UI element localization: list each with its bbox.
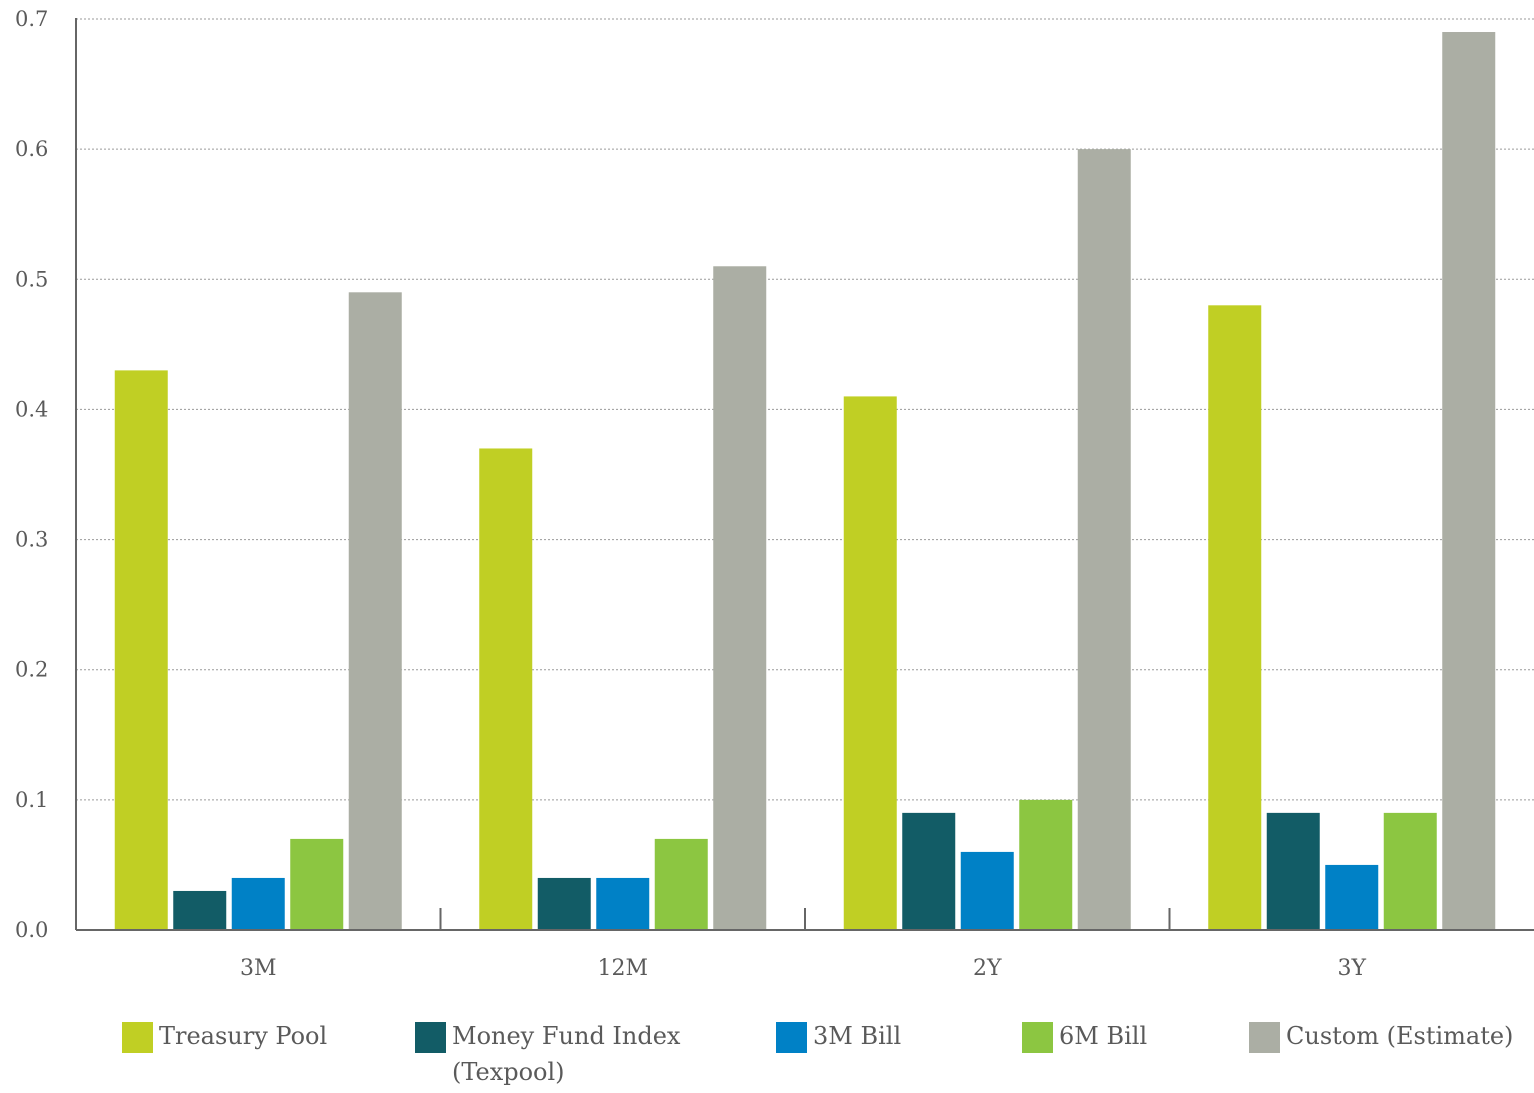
y-tick-label: 0.0 bbox=[15, 918, 48, 942]
legend-swatch bbox=[1249, 1022, 1280, 1053]
bar bbox=[1077, 149, 1131, 931]
bar bbox=[960, 851, 1014, 930]
bar bbox=[1383, 812, 1437, 930]
x-tick-label: 3Y bbox=[1337, 956, 1366, 981]
x-tick-label: 12M bbox=[597, 956, 648, 981]
bar bbox=[537, 877, 591, 930]
bar bbox=[290, 838, 344, 930]
legend-swatch bbox=[122, 1022, 153, 1053]
bars bbox=[114, 32, 1496, 931]
legend-item: Custom (Estimate) bbox=[1249, 1018, 1513, 1054]
x-tick-label: 2Y bbox=[973, 956, 1002, 981]
legend-label: Treasury Pool bbox=[159, 1022, 328, 1050]
legend-swatch bbox=[415, 1022, 446, 1053]
bar bbox=[114, 370, 168, 930]
bar bbox=[348, 292, 402, 930]
axes bbox=[75, 18, 1534, 931]
y-tick-label: 0.1 bbox=[15, 788, 48, 812]
y-tick-label: 0.2 bbox=[15, 658, 48, 682]
bar bbox=[596, 877, 650, 930]
bar bbox=[1442, 32, 1496, 931]
bar bbox=[1325, 864, 1379, 930]
y-tick-label: 0.6 bbox=[15, 137, 48, 161]
bar bbox=[479, 448, 533, 930]
legend: Treasury Pool Money Fund Index (Texpool) 3… bbox=[0, 1018, 1534, 1093]
y-tick-label: 0.5 bbox=[15, 267, 48, 291]
legend-item: 6M Bill bbox=[1022, 1018, 1147, 1054]
x-tick-label: 3M bbox=[240, 956, 277, 981]
y-tick-label: 0.7 bbox=[15, 7, 48, 31]
legend-label: 3M Bill bbox=[813, 1022, 902, 1050]
y-tick-label: 0.3 bbox=[15, 528, 48, 552]
legend-item: 3M Bill bbox=[776, 1018, 901, 1054]
grid bbox=[76, 18, 1534, 801]
bar bbox=[231, 877, 285, 930]
bar bbox=[1208, 305, 1262, 930]
legend-label: 6M Bill bbox=[1059, 1022, 1148, 1050]
bar bbox=[843, 396, 897, 930]
legend-label: Money Fund Index (Texpool) bbox=[452, 1022, 681, 1086]
legend-label: Custom (Estimate) bbox=[1286, 1022, 1514, 1050]
bar bbox=[713, 266, 767, 930]
chart-plot: 0.0 0.1 0.2 0.3 0.4 0.5 0.6 0.7 3M 12M 2Y 3Y bbox=[15, 7, 1534, 981]
tick-labels: 0.0 0.1 0.2 0.3 0.4 0.5 0.6 0.7 3M 12M 2Y 3Y bbox=[15, 7, 1366, 981]
bar bbox=[902, 812, 956, 930]
bar bbox=[173, 890, 227, 930]
bar bbox=[1266, 812, 1320, 930]
legend-item: Treasury Pool bbox=[122, 1018, 327, 1054]
y-tick-label: 0.4 bbox=[15, 397, 48, 421]
legend-item: Money Fund Index (Texpool) bbox=[415, 1018, 680, 1090]
bar bbox=[1019, 799, 1073, 930]
legend-swatch bbox=[776, 1022, 807, 1053]
bar bbox=[654, 838, 708, 930]
legend-swatch bbox=[1022, 1022, 1053, 1053]
